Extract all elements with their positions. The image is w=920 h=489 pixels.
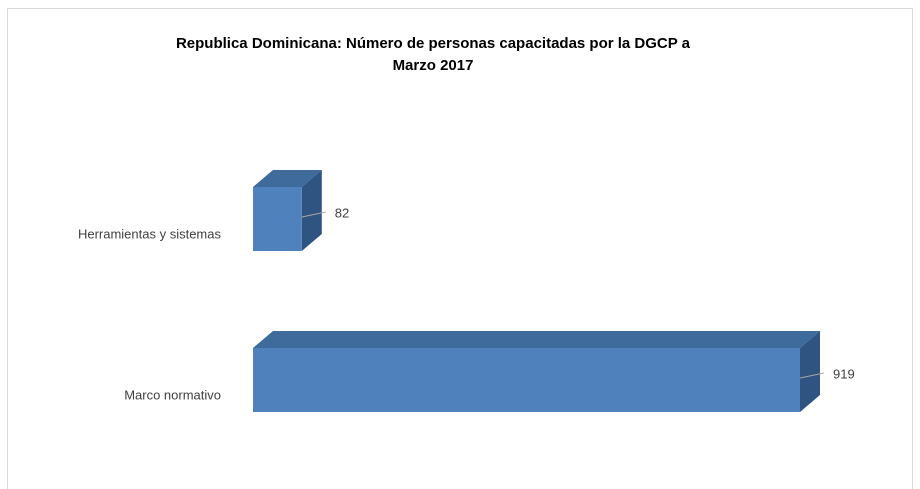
category-label: Marco normativo (124, 387, 221, 402)
data-label: 919 (833, 366, 855, 381)
chart-frame (7, 8, 913, 489)
bar-side (800, 331, 820, 412)
bar-front (253, 187, 302, 251)
bar (253, 170, 322, 251)
bar-side (301, 170, 322, 251)
leader-line (799, 372, 825, 379)
bar-top (253, 331, 820, 348)
leader-line (301, 211, 326, 218)
chart-title: Marzo 2017 (393, 57, 474, 74)
data-label: 82 (335, 205, 349, 220)
category-label: Herramientas y sistemas (78, 226, 222, 241)
bar-front (253, 348, 800, 412)
bar (253, 331, 820, 412)
bar-top (253, 170, 322, 187)
chart-title: Republica Dominicana: Número de personas… (176, 35, 691, 52)
